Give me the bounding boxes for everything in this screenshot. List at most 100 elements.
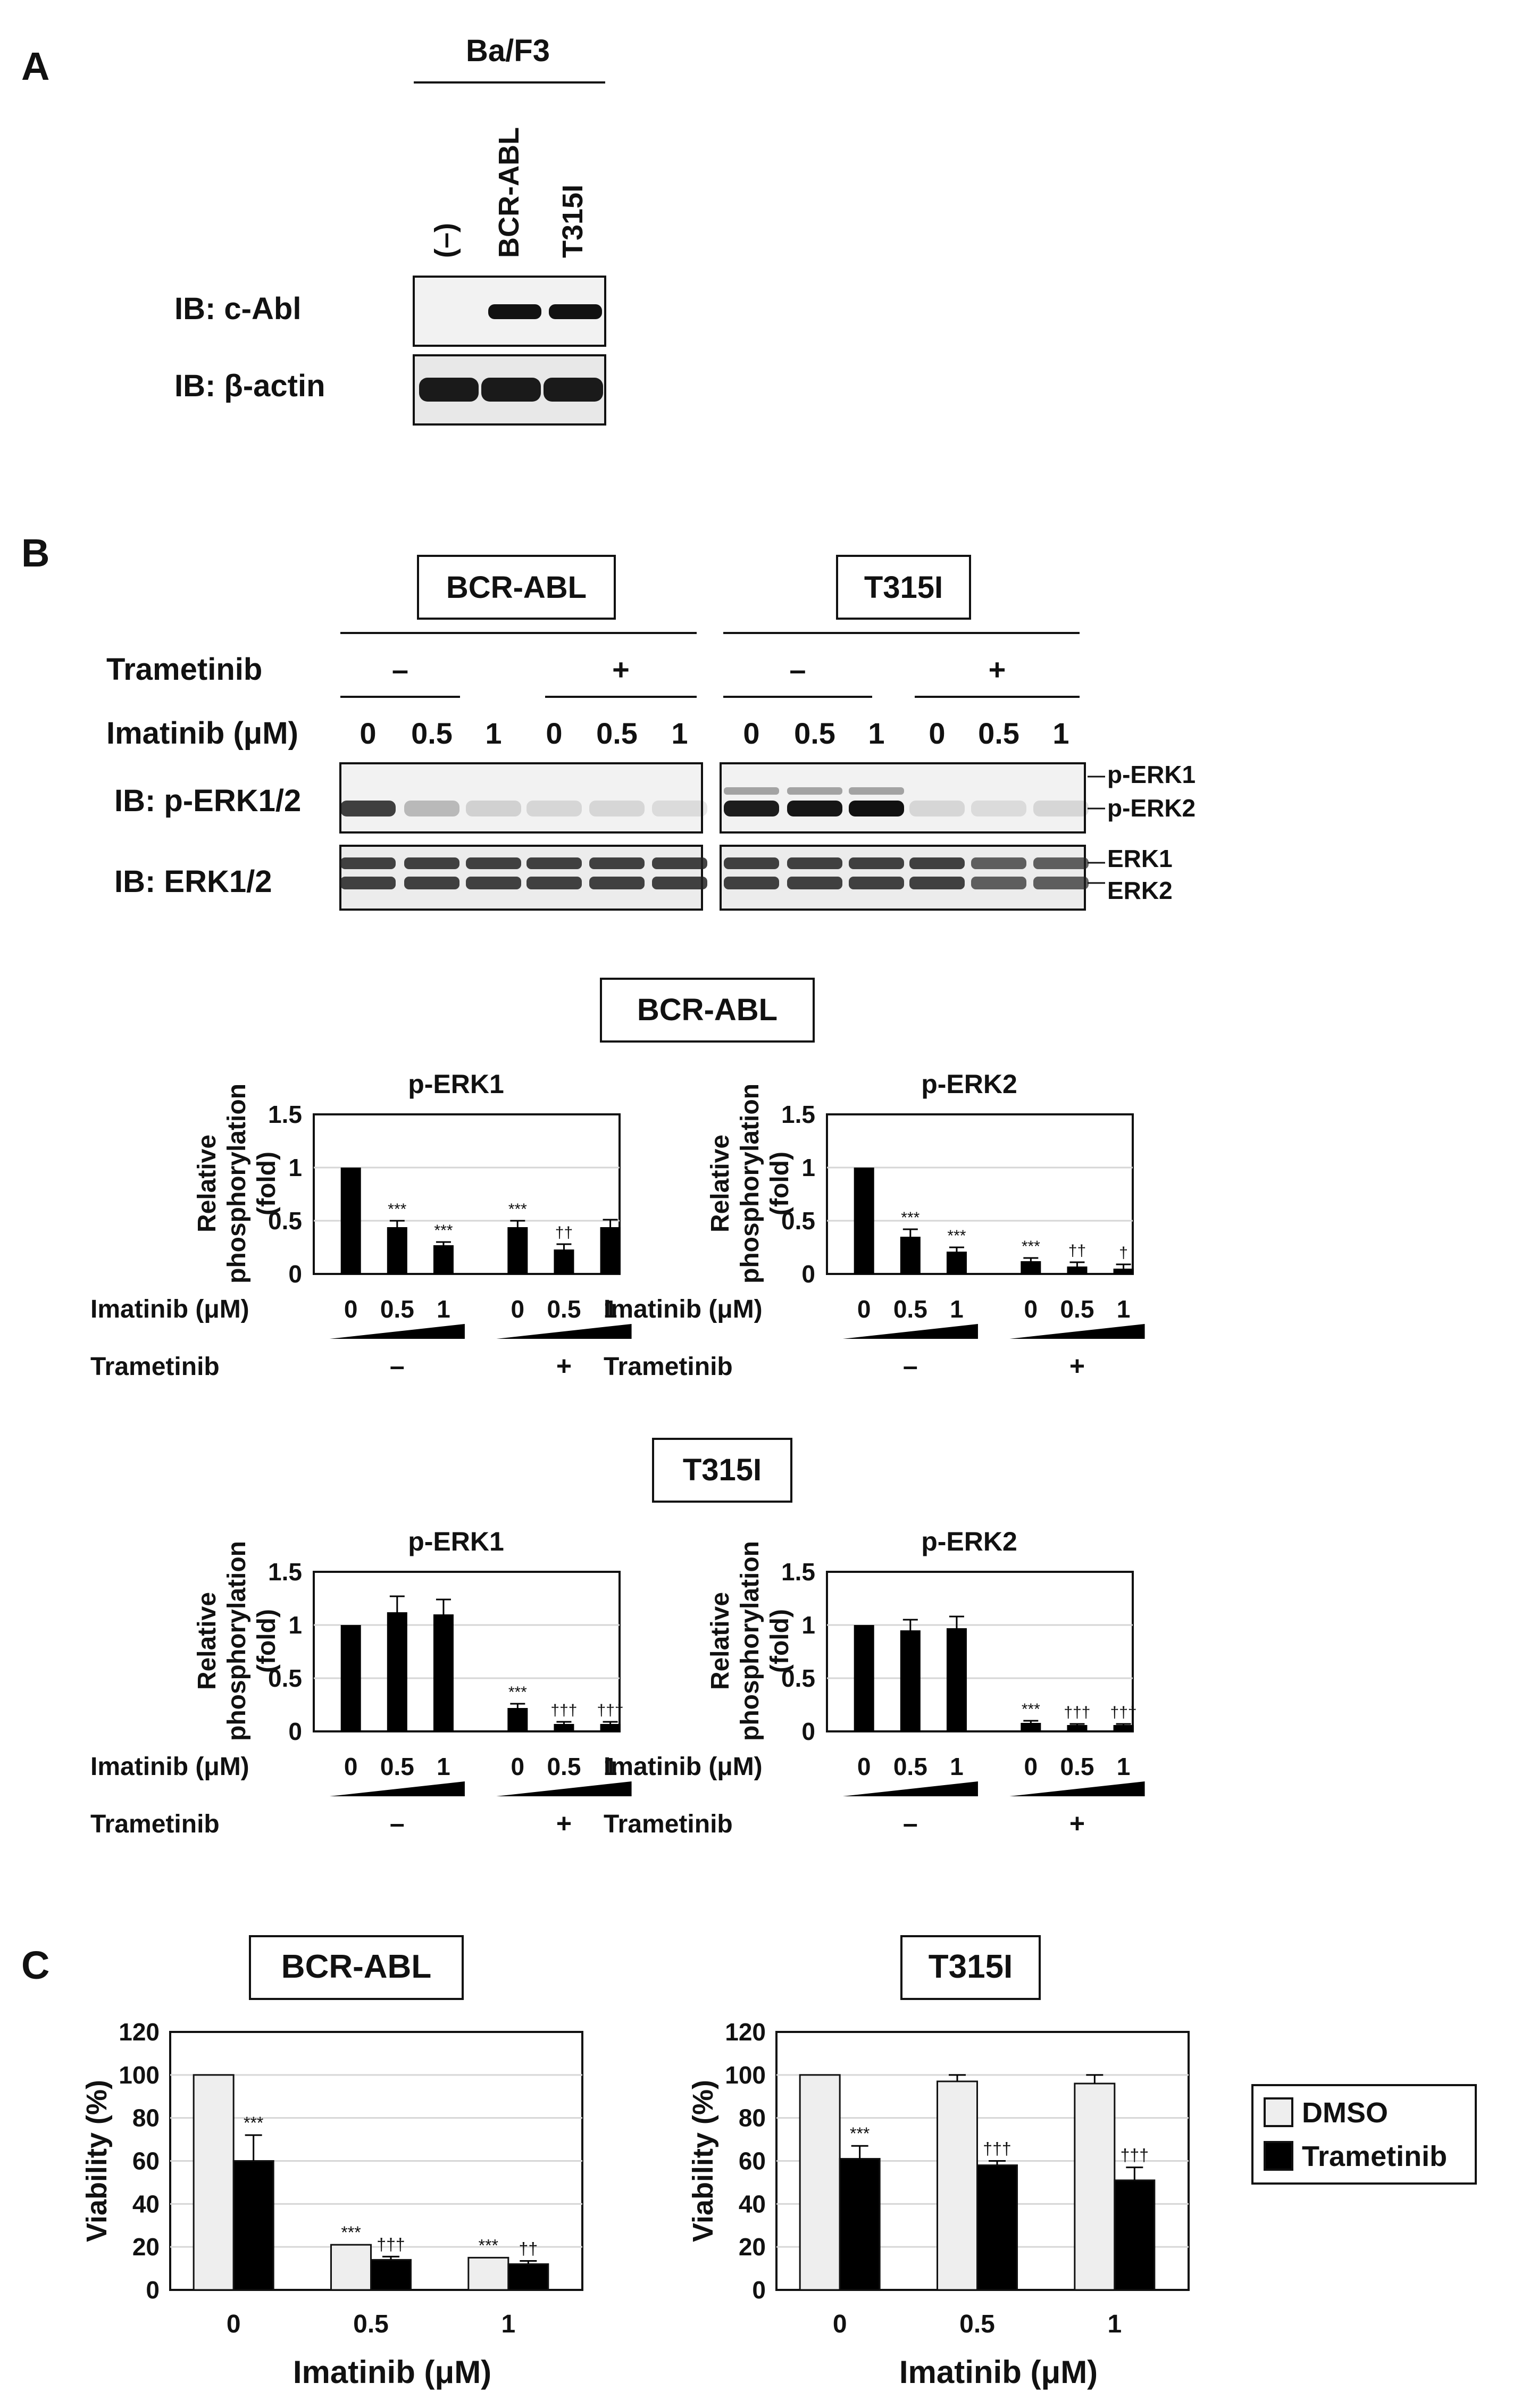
panel-b-quant: BCR-ABL T315I p-ERK11.510.50Relativephos… <box>90 978 1145 1838</box>
band-c-abl-t315i <box>549 304 602 319</box>
significance-label: †† <box>555 1224 573 1242</box>
panel-b-letter: B <box>21 531 49 575</box>
significance-label: *** <box>479 2236 498 2255</box>
band-beta-actin-t315i <box>544 378 603 402</box>
imatinib-axis-label: Imatinib (μM) <box>604 1295 763 1323</box>
x-tick-label: 1 <box>437 1295 450 1323</box>
band-p-erk2 <box>724 801 779 816</box>
bar <box>1021 1723 1041 1731</box>
bar-dmso <box>937 2080 978 2291</box>
significance-label: *** <box>1022 1701 1040 1718</box>
trametinib-axis-label: Trametinib <box>90 1353 220 1381</box>
bar <box>854 1625 874 1731</box>
blot-label-c-abl: IB: c-Abl <box>174 291 301 326</box>
bar <box>387 1227 407 1274</box>
band-erk1 <box>909 857 965 869</box>
bar-dmso <box>1074 2082 1116 2291</box>
group-label-bcr-abl: BCR-ABL <box>446 570 587 605</box>
y-tick-label: 0 <box>801 1718 815 1745</box>
bar <box>433 1245 454 1274</box>
y-axis-label-line: Relative <box>193 1592 221 1690</box>
x-axis-label: Imatinib (μM) <box>293 2354 491 2390</box>
y-axis-label-line: (fold) <box>253 1152 281 1215</box>
imatinib-dose: 0 <box>743 716 759 750</box>
band-p-erk2 <box>1033 801 1089 816</box>
x-tick-label: 0.5 <box>893 1753 927 1780</box>
bar-trametinib <box>370 2259 412 2291</box>
x-tick-label: 0.5 <box>893 1295 927 1323</box>
band-p-erk1 <box>849 787 904 795</box>
trametinib-sign: + <box>556 1809 572 1838</box>
panel-a: A Ba/F3 (–) BCR-ABL T315I IB: c-Abl IB: … <box>21 34 606 426</box>
band-label-erk2: ERK2 <box>1107 877 1173 904</box>
band-erk2 <box>849 877 904 889</box>
band-erk2 <box>466 877 521 889</box>
y-tick-label: 1 <box>288 1611 302 1639</box>
x-tick-label: 0.5 <box>1060 1295 1094 1323</box>
bar <box>1113 1725 1134 1731</box>
bar <box>946 1628 967 1731</box>
x-tick-label: 0.5 <box>547 1753 581 1780</box>
y-axis-label-line: Relative <box>706 1135 734 1232</box>
chart-title-t315i: T315I <box>929 1948 1013 1985</box>
bar-trametinib <box>1114 2179 1156 2291</box>
blot-header: – + – +0 0.5 1 0 0.5 1 0 0.5 1 0 0.5 1 <box>340 653 1080 750</box>
band-p-erk2 <box>849 801 904 816</box>
chart-title-box-t315i <box>900 1935 1041 2000</box>
bar <box>340 1625 361 1731</box>
imatinib-dose: 0.5 <box>596 716 638 750</box>
significance-label: *** <box>434 1222 453 1239</box>
x-tick-label: 0.5 <box>1060 1753 1094 1780</box>
trametinib-sign: – <box>390 1809 405 1838</box>
bar-dmso <box>799 2074 841 2291</box>
dose-wedge <box>329 1781 465 1796</box>
panel-c: C BCR-ABL T315I 120100806040200Viability… <box>21 1935 1477 2390</box>
band-erk2 <box>404 877 459 889</box>
x-tick-label: 0.5 <box>547 1295 581 1323</box>
bar <box>600 1227 621 1274</box>
band-erk1 <box>589 857 645 869</box>
y-axis-label-line: phosphorylation <box>223 1541 251 1741</box>
quant-charts: p-ERK11.510.50Relativephosphorylation(fo… <box>90 1069 1145 1838</box>
y-axis-label-line: Relative <box>706 1592 734 1690</box>
bar <box>507 1708 528 1731</box>
imatinib-dose: 1 <box>671 716 688 750</box>
blot-p-erk-bcr-abl <box>339 762 703 834</box>
section-box-t315i <box>652 1438 792 1503</box>
band-erk2 <box>787 877 842 889</box>
band-erk1 <box>466 857 521 869</box>
y-tick-label: 0.5 <box>268 1664 302 1692</box>
bar <box>1021 1261 1041 1274</box>
x-tick-label: 1 <box>604 1753 617 1780</box>
blot-bands <box>340 787 1089 889</box>
band-erk2 <box>971 877 1026 889</box>
blot-label-p-erk: IB: p-ERK1/2 <box>114 784 301 818</box>
x-tick-label: 0 <box>857 1753 871 1780</box>
x-tick-label: 0 <box>227 2310 241 2338</box>
x-tick-label: 0 <box>1024 1295 1038 1323</box>
trametinib-axis-label: Trametinib <box>604 1810 733 1838</box>
bar-trametinib <box>507 2263 549 2291</box>
band-label-erk1: ERK1 <box>1107 845 1173 872</box>
band-erk2 <box>526 877 582 889</box>
dose-wedge <box>1009 1324 1145 1339</box>
significance-label: ††† <box>1121 2146 1149 2165</box>
y-tick-label: 0 <box>146 2276 160 2304</box>
viability-chart-t315i: 120 100 80 60 40 20 0 Viability (%) Imatinib (μM… <box>687 2018 1190 2390</box>
band-p-erk2 <box>466 801 521 816</box>
band-erk1 <box>787 857 842 869</box>
chart-title: p-ERK1 <box>408 1527 504 1556</box>
group-box-bcr-abl <box>417 555 616 620</box>
y-tick-label: 40 <box>132 2190 160 2218</box>
bar <box>1067 1725 1088 1731</box>
trametinib-sign: – <box>390 1351 405 1381</box>
y-tick-label: 1 <box>801 1154 815 1181</box>
significance-label: ††† <box>1064 1704 1090 1721</box>
band-erk1 <box>526 857 582 869</box>
panel-a-letter: A <box>21 44 49 88</box>
significance-label: ††† <box>377 2235 405 2254</box>
bar-dmso <box>193 2074 235 2291</box>
x-tick-label: 1 <box>950 1295 964 1323</box>
bar-trametinib <box>839 2157 881 2291</box>
bar-trametinib <box>976 2164 1018 2291</box>
